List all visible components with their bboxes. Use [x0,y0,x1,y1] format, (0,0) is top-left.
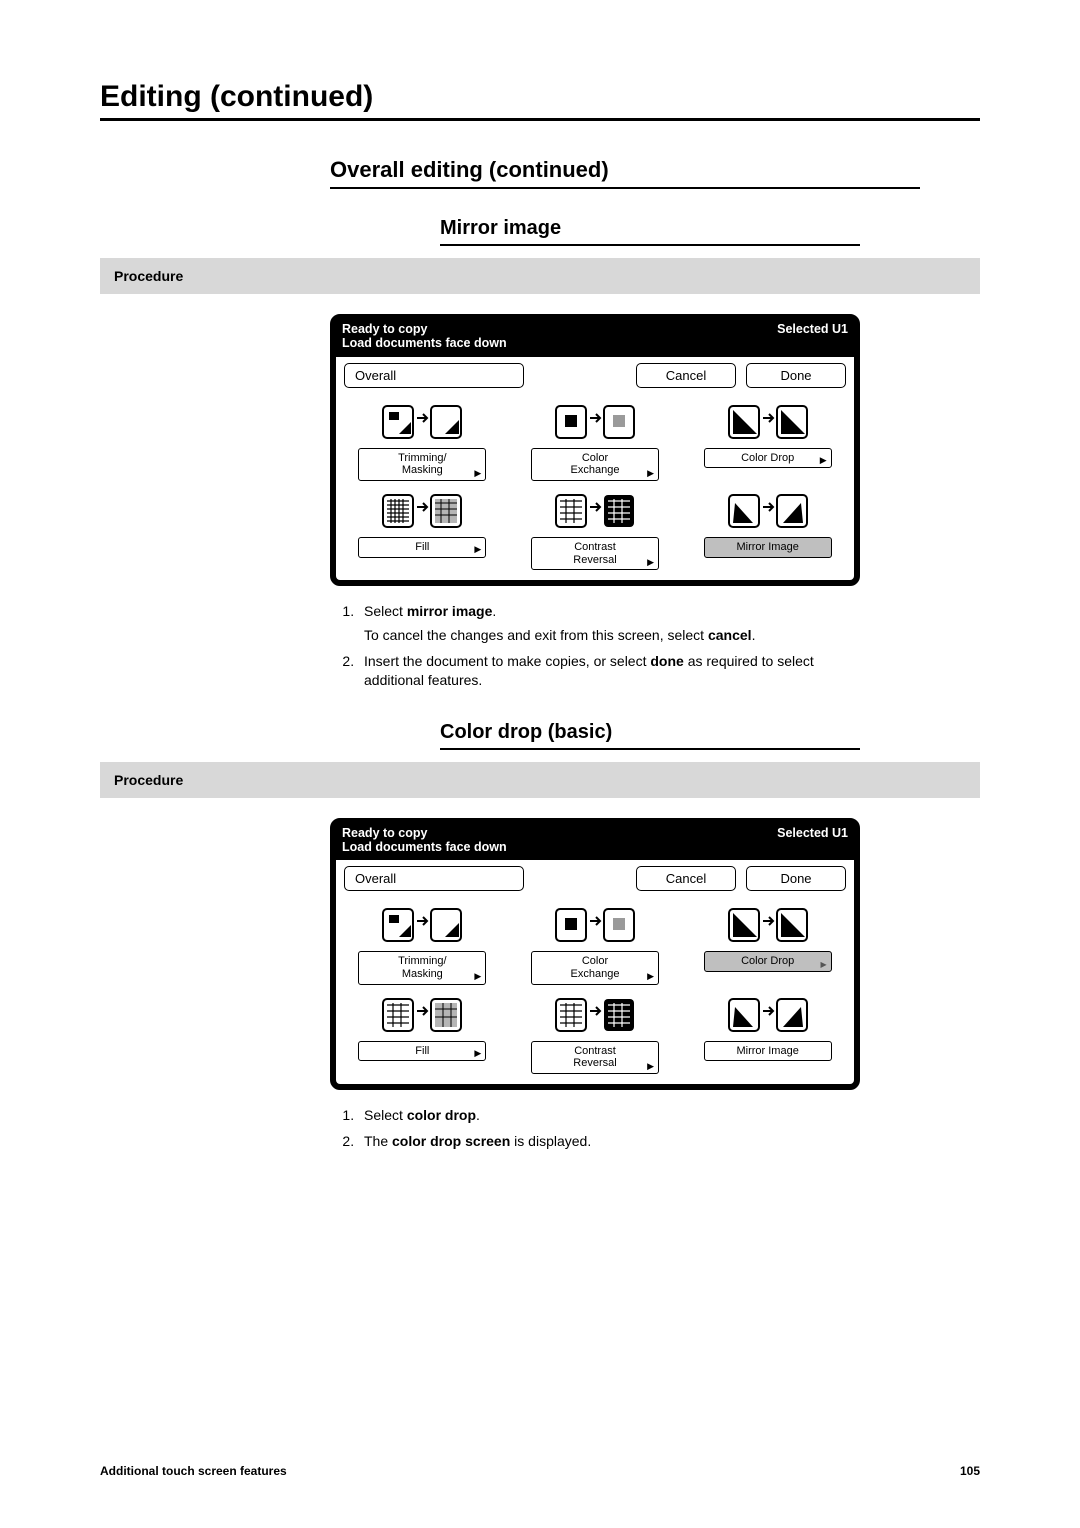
done-button[interactable]: Done [746,363,846,388]
panel-header-line2: Load documents face down [342,336,507,350]
arrow-icon: ▶ [474,1048,481,1058]
overall-chip: Overall [344,363,524,388]
panel-header-right-2: Selected U1 [777,826,848,855]
panel-grid-2: Trimming/ Masking ▶ Color [344,899,846,1076]
cell-color-exchange: Color Exchange ▶ [521,400,670,481]
contrast-reversal-label-l1: Contrast [574,541,616,553]
touch-panel-mirror: Ready to copy Load documents face down S… [330,314,860,586]
procedure-label-2: Procedure [100,762,980,798]
mirror-image-label: Mirror Image [736,541,798,553]
arrow-icon: ▶ [647,557,654,567]
footer-left: Additional touch screen features [100,1464,287,1478]
contrast-reversal-button[interactable]: Contrast Reversal ▶ [531,537,659,570]
contrast-reversal-icon [550,993,640,1041]
trimming-label-l1: Trimming/ [398,452,446,464]
colordrop-instructions: Select color drop. The color drop screen… [330,1106,860,1151]
fill-button-2[interactable]: Fill ▶ [358,1041,486,1062]
cell-color-drop-2: Color Drop ▶ [693,903,842,984]
section-colordrop-title: Color drop (basic) [440,721,860,750]
color-exchange-icon [550,903,640,951]
trimming-icon [377,400,467,448]
mirror-step-2: Insert the document to make copies, or s… [358,652,860,691]
cancel-button[interactable]: Cancel [636,363,736,388]
fill-label: Fill [415,541,429,553]
arrow-icon: ▶ [821,960,827,969]
color-exchange-button[interactable]: Color Exchange ▶ [531,448,659,481]
panel-header-2: Ready to copy Load documents face down S… [332,820,858,861]
trimming-label-l2: Masking [402,464,443,476]
trimming-button[interactable]: Trimming/ Masking ▶ [358,448,486,481]
mirror-image-icon [723,993,813,1041]
mirror-step-1: Select mirror image. To cancel the chang… [358,602,860,645]
panel-header-left-2: Ready to copy Load documents face down [342,826,507,855]
touch-panel-frame-2: Ready to copy Load documents face down S… [330,818,860,1090]
fill-button[interactable]: Fill ▶ [358,537,486,558]
cell-mirror-image-2: Mirror Image [693,993,842,1074]
cell-contrast-reversal: Contrast Reversal ▶ [521,489,670,570]
procedure-label: Procedure [100,258,980,294]
panel-body: Overall Cancel Done [332,357,858,585]
color-exchange-button-2[interactable]: Color Exchange ▶ [531,951,659,984]
page-sub-title: Overall editing (continued) [330,157,920,189]
panel-header-left: Ready to copy Load documents face down [342,322,507,351]
colordrop-step-1: Select color drop. [358,1106,860,1126]
footer-page-number: 105 [960,1464,980,1478]
mirror-image-button-2[interactable]: Mirror Image [704,1041,832,1062]
cell-trimming-2: Trimming/ Masking ▶ [348,903,497,984]
color-exchange-icon [550,400,640,448]
contrast-reversal-label-l2: Reversal [573,554,616,566]
cell-color-exchange-2: Color Exchange ▶ [521,903,670,984]
panel-body-2: Overall Cancel Done Trimming/ [332,860,858,1088]
mirror-image-icon [723,489,813,537]
fill-icon [377,489,467,537]
contrast-reversal-icon [550,489,640,537]
arrow-icon: ▶ [474,468,481,478]
color-exchange-label-l2: Exchange [571,464,620,476]
panel-header-right: Selected U1 [777,322,848,351]
color-drop-button-2[interactable]: Color Drop ▶ [704,951,832,972]
mirror-instructions: Select mirror image. To cancel the chang… [330,602,860,690]
touch-panel-colordrop: Ready to copy Load documents face down S… [330,818,860,1090]
cell-contrast-reversal-2: Contrast Reversal ▶ [521,993,670,1074]
contrast-reversal-button-2[interactable]: Contrast Reversal ▶ [531,1041,659,1074]
panel-toprow-2: Overall Cancel Done [344,866,846,891]
cell-fill: Fill ▶ [348,489,497,570]
cell-mirror-image: Mirror Image [693,489,842,570]
colordrop-step-2: The color drop screen is displayed. [358,1132,860,1152]
panel-header: Ready to copy Load documents face down S… [332,316,858,357]
panel-header-line1-2: Ready to copy [342,826,507,840]
touch-panel-frame: Ready to copy Load documents face down S… [330,314,860,586]
fill-icon [377,993,467,1041]
panel-header-line1: Ready to copy [342,322,507,336]
color-drop-label: Color Drop [741,452,794,464]
page-main-title: Editing (continued) [100,80,980,121]
cancel-button-2[interactable]: Cancel [636,866,736,891]
trimming-button-2[interactable]: Trimming/ Masking ▶ [358,951,486,984]
arrow-icon: ▶ [474,544,481,554]
arrow-icon: ▶ [647,468,654,478]
cell-trimming: Trimming/ Masking ▶ [348,400,497,481]
color-exchange-label-l1: Color [582,452,608,464]
panel-toprow: Overall Cancel Done [344,363,846,388]
done-button-2[interactable]: Done [746,866,846,891]
page-footer: Additional touch screen features 105 [100,1464,980,1478]
arrow-icon: ▶ [647,971,654,981]
arrow-icon: ▶ [647,1061,654,1071]
section-mirror-title: Mirror image [440,217,860,246]
mirror-image-button[interactable]: Mirror Image [704,537,832,558]
color-drop-icon [723,903,813,951]
arrow-icon: ▶ [820,455,827,465]
mirror-step-1-sub: To cancel the changes and exit from this… [364,626,860,646]
color-drop-button[interactable]: Color Drop ▶ [704,448,832,469]
cell-color-drop: Color Drop ▶ [693,400,842,481]
panel-grid: Trimming/ Masking ▶ Color [344,396,846,573]
cell-fill-2: Fill ▶ [348,993,497,1074]
arrow-icon: ▶ [474,971,481,981]
trimming-icon [377,903,467,951]
panel-header-line2-2: Load documents face down [342,840,507,854]
color-drop-icon [723,400,813,448]
overall-chip-2: Overall [344,866,524,891]
